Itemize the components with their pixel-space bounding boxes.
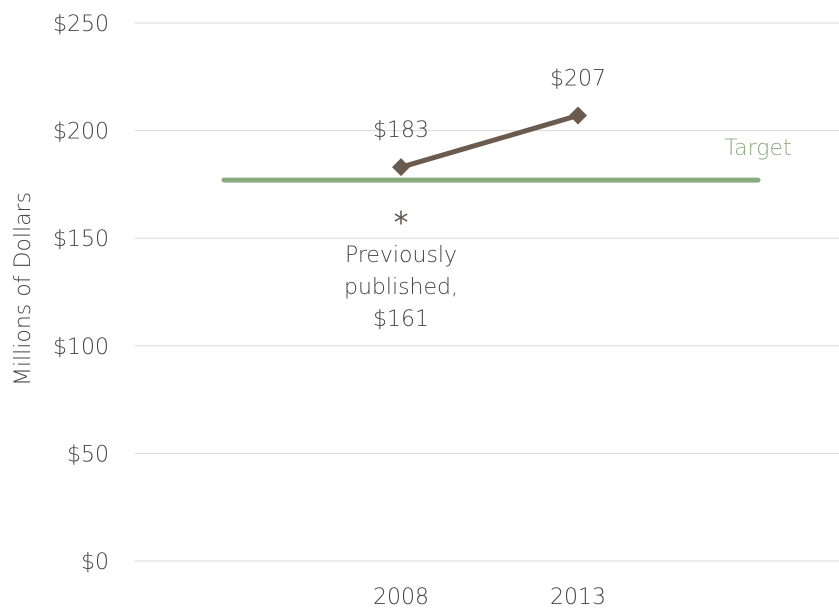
data-point-marker bbox=[569, 106, 587, 125]
x-axis-tick-labels: 2008 2013 bbox=[373, 585, 606, 610]
series-line bbox=[400, 113, 579, 170]
y-tick-label: $200 bbox=[53, 120, 109, 145]
y-axis-tick-labels: $0 $50 $100 $150 $200 $250 bbox=[53, 12, 109, 575]
target-label: Target bbox=[724, 136, 791, 161]
annotation-text-line: published, bbox=[344, 275, 458, 300]
annotation-text-line: Previously bbox=[345, 243, 457, 268]
annotation-group: Previously published, $161 bbox=[344, 210, 458, 332]
data-label: $183 bbox=[373, 118, 429, 143]
y-tick-label: $150 bbox=[53, 227, 109, 252]
y-axis-title: Millions of Dollars bbox=[11, 192, 36, 386]
series-group: $183 $207 bbox=[373, 67, 606, 177]
annotation-text-line: $161 bbox=[373, 307, 429, 332]
asterisk-marker bbox=[394, 210, 408, 225]
target-line-group: Target bbox=[221, 136, 792, 183]
y-tick-label: $250 bbox=[53, 12, 109, 37]
data-label: $207 bbox=[550, 67, 606, 92]
x-tick-label: 2013 bbox=[550, 585, 606, 609]
y-tick-label: $100 bbox=[53, 335, 109, 360]
y-tick-label: $50 bbox=[67, 442, 109, 467]
data-point-marker bbox=[392, 158, 410, 177]
asterisk-stroke bbox=[394, 213, 408, 222]
grid-lines bbox=[135, 22, 839, 562]
x-tick-label: 2008 bbox=[373, 585, 429, 609]
y-tick-label: $0 bbox=[81, 550, 109, 575]
